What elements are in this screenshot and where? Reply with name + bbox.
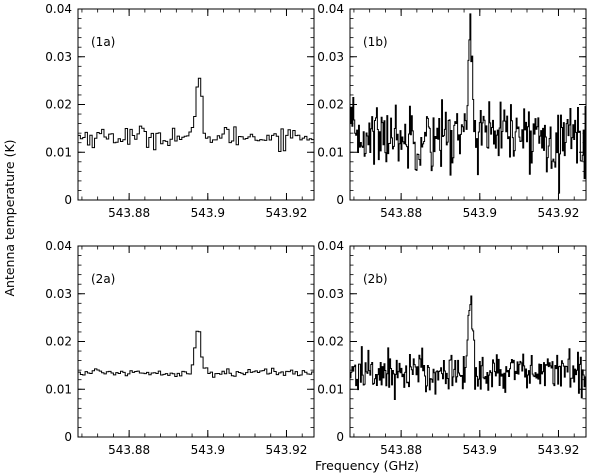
panel-1b: 0 0.01 0.02 0.03 0.04 543.88 543.9 543.92 (1b) xyxy=(317,2,587,220)
y-tick-label: 0.02 xyxy=(45,335,72,349)
y-axis-title: Antenna temperature (K) xyxy=(2,139,17,296)
x-tick-label: 543.92 xyxy=(265,206,307,220)
panel-2b: 0 0.01 0.02 0.03 0.04 543.88 543.9 543.92 (2b) xyxy=(317,239,587,457)
y-tick-label: 0.03 xyxy=(45,287,72,301)
x-tick-label: 543.88 xyxy=(108,206,150,220)
y-tick-label: 0.04 xyxy=(317,2,344,16)
y-tick-label: 0.01 xyxy=(317,382,344,396)
panel-1a: 0 0.01 0.02 0.03 0.04 543.88 543.9 543.92 (1a) xyxy=(45,2,315,220)
x-tick-label: 543.88 xyxy=(108,443,150,457)
y-tick-label: 0.04 xyxy=(45,239,72,253)
x-tick-label: 543.9 xyxy=(463,443,497,457)
y-tick-label: 0.04 xyxy=(317,239,344,253)
y-tick-label: 0.01 xyxy=(45,145,72,159)
x-axis-title: Frequency (GHz) xyxy=(315,458,419,473)
y-tick-label: 0.02 xyxy=(317,335,344,349)
panel-label: (2a) xyxy=(91,272,115,286)
x-tick-label: 543.9 xyxy=(191,206,225,220)
y-tick-label: 0.02 xyxy=(317,98,344,112)
y-tick-label: 0 xyxy=(336,430,344,444)
x-tick-label: 543.88 xyxy=(380,206,422,220)
panel-label: (2b) xyxy=(363,272,388,286)
x-tick-label: 543.92 xyxy=(537,443,579,457)
y-tick-label: 0 xyxy=(64,193,72,207)
x-tick-label: 543.92 xyxy=(537,206,579,220)
spectrum-line xyxy=(78,77,314,153)
spectrum-line xyxy=(78,330,314,378)
y-tick-label: 0 xyxy=(336,193,344,207)
y-tick-label: 0.01 xyxy=(317,145,344,159)
y-tick-label: 0.03 xyxy=(317,287,344,301)
panel-label: (1a) xyxy=(91,35,115,49)
x-tick-label: 543.92 xyxy=(265,443,307,457)
panel-2a: 0 0.01 0.02 0.03 0.04 543.88 543.9 543.92 (2a) xyxy=(45,239,315,457)
panel-label: (1b) xyxy=(363,35,388,49)
x-tick-label: 543.88 xyxy=(380,443,422,457)
y-tick-label: 0.02 xyxy=(45,98,72,112)
y-tick-label: 0.04 xyxy=(45,2,72,16)
y-tick-label: 0 xyxy=(64,430,72,444)
spectrum-line xyxy=(350,295,586,400)
y-tick-label: 0.03 xyxy=(45,50,72,64)
y-tick-label: 0.03 xyxy=(317,50,344,64)
y-tick-label: 0.01 xyxy=(45,382,72,396)
spectrum-line xyxy=(350,13,586,194)
x-tick-label: 543.9 xyxy=(191,443,225,457)
x-tick-label: 543.9 xyxy=(463,206,497,220)
